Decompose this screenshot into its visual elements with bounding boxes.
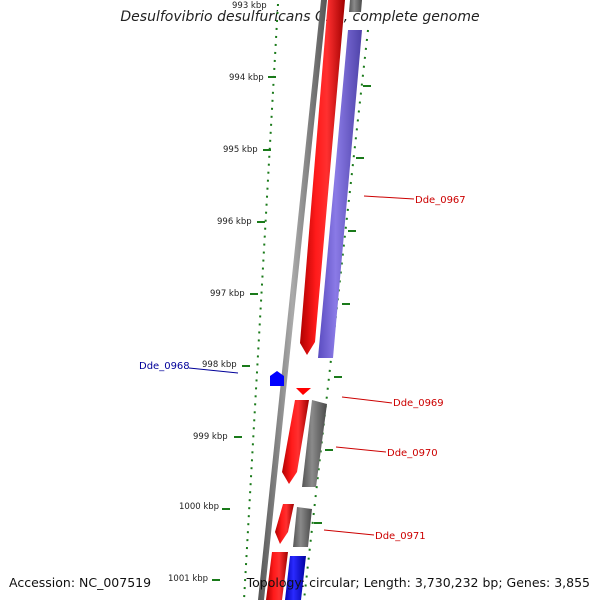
leader-dde-0969 (341, 396, 393, 404)
leader-dde-0968 (188, 367, 239, 374)
outer-ruler-ticks (314, 85, 371, 524)
gene-label-dde-0969[interactable]: Dde_0969 (393, 398, 444, 409)
gene-label-dde-0967[interactable]: Dde_0967 (415, 195, 466, 206)
tick-label-1000: 1000 kbp (179, 502, 219, 512)
gene-dde-0971-gray[interactable] (293, 507, 312, 547)
inner-ruler-ticks (212, 76, 276, 581)
gene-small-arrow[interactable] (296, 388, 311, 395)
gene-dde-0968-marker[interactable] (270, 371, 284, 386)
gene-label-dde-0968[interactable]: Dde_0968 (139, 361, 190, 372)
genome-title: Desulfovibrio desulfuricans G20, complet… (120, 9, 480, 25)
gene-dde-0969-arrow[interactable] (282, 400, 309, 484)
tick-label-999: 999 kbp (193, 432, 228, 442)
tick-label-996: 996 kbp (217, 217, 252, 227)
tick-label-1001: 1001 kbp (168, 574, 208, 584)
tick-label-997: 997 kbp (210, 289, 245, 299)
accession-text: Accession: NC_007519 (9, 575, 152, 590)
gene-label-dde-0971[interactable]: Dde_0971 (375, 531, 426, 542)
gene-top-gray[interactable] (349, 0, 362, 12)
tick-label-995: 995 kbp (223, 145, 258, 155)
gene-dde-0967-arrow[interactable] (300, 0, 345, 355)
inner-ruler-dots (243, 3, 279, 600)
gene-label-dde-0970[interactable]: Dde_0970 (387, 448, 438, 459)
tick-label-994: 994 kbp (229, 73, 264, 83)
leader-dde-0971 (323, 529, 375, 536)
leader-dde-0970 (335, 446, 387, 453)
gene-dde-0970-gray[interactable] (302, 400, 327, 487)
gene-bottom-blue[interactable] (285, 556, 306, 600)
leader-dde-0967 (363, 195, 415, 200)
outer-ruler-dots (303, 29, 369, 600)
tick-label-998: 998 kbp (202, 360, 237, 370)
tick-label-993: 993 kbp (232, 1, 267, 11)
genome-backbone (258, 0, 327, 600)
gene-bottom-red[interactable] (266, 552, 288, 600)
topology-text: Topology: circular; Length: 3,730,232 bp… (246, 575, 590, 590)
gene-dde-0971-arrow[interactable] (275, 504, 294, 544)
gene-dde-0967-purple[interactable] (318, 30, 362, 358)
